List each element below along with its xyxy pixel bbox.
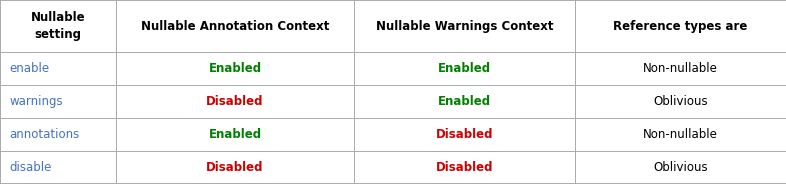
Text: Disabled: Disabled: [206, 95, 264, 108]
Text: enable: enable: [9, 62, 50, 75]
Text: disable: disable: [9, 161, 52, 174]
Text: Non-nullable: Non-nullable: [643, 62, 718, 75]
Text: warnings: warnings: [9, 95, 63, 108]
Text: Enabled: Enabled: [438, 62, 491, 75]
Text: Enabled: Enabled: [438, 95, 491, 108]
Text: Enabled: Enabled: [208, 62, 262, 75]
Text: Nullable Warnings Context: Nullable Warnings Context: [376, 20, 553, 33]
Text: Oblivious: Oblivious: [653, 95, 708, 108]
Text: Oblivious: Oblivious: [653, 161, 708, 174]
Text: Disabled: Disabled: [435, 161, 494, 174]
Text: annotations: annotations: [9, 128, 79, 141]
Text: Non-nullable: Non-nullable: [643, 128, 718, 141]
Text: Disabled: Disabled: [206, 161, 264, 174]
Text: Disabled: Disabled: [435, 128, 494, 141]
Text: Nullable Annotation Context: Nullable Annotation Context: [141, 20, 329, 33]
Text: Reference types are: Reference types are: [614, 20, 747, 33]
Text: Enabled: Enabled: [208, 128, 262, 141]
Text: Nullable
setting: Nullable setting: [31, 11, 86, 41]
